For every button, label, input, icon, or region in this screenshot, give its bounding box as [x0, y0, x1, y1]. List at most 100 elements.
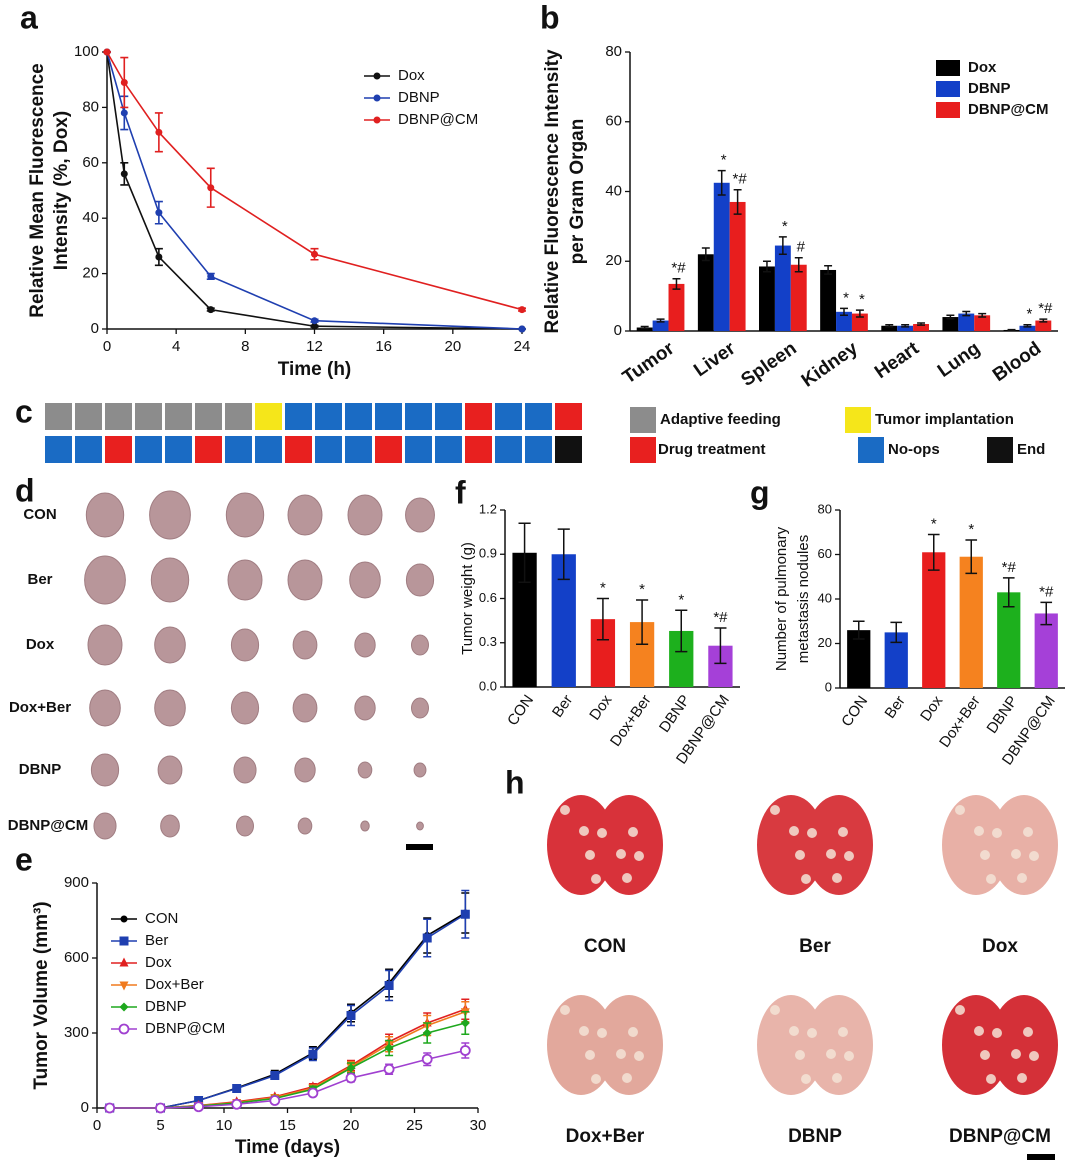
x-tick-label: Dox+Ber: [607, 692, 655, 750]
marker: [373, 72, 381, 80]
nodule: [974, 826, 984, 836]
y-tick-label: 0: [825, 679, 832, 694]
series-line: [106, 51, 523, 311]
x-tick-label: 15: [279, 1117, 296, 1134]
panel-label: g: [750, 474, 770, 510]
nodule: [986, 874, 996, 884]
error-bar: [518, 522, 531, 584]
tumor-photo: [157, 755, 183, 785]
bar: [697, 254, 714, 331]
y-axis-label: Relative Fluorescence Intensity: [542, 49, 563, 333]
marker: [155, 1102, 166, 1114]
group-label: CON: [23, 506, 56, 523]
error-bar: [852, 620, 865, 640]
bar: [847, 630, 871, 688]
nodule: [826, 849, 836, 859]
nodule: [770, 1005, 780, 1015]
x-tick-label: 20: [343, 1117, 360, 1134]
timeline-cell: [225, 436, 252, 463]
x-tick-label: 0: [93, 1117, 101, 1134]
tumor-photo: [154, 689, 186, 727]
timeline-cell: [525, 403, 552, 430]
tumor-photo: [89, 689, 121, 727]
significance: *#: [733, 171, 748, 188]
significance: *: [721, 152, 727, 169]
nodule: [591, 1074, 601, 1084]
nodule: [628, 1027, 638, 1037]
tumor-photo: [150, 557, 190, 603]
scale-bar: [1027, 1154, 1055, 1160]
bar: [759, 266, 775, 331]
significance: *: [600, 579, 606, 596]
legend-label: Dox: [398, 67, 425, 84]
marker: [120, 915, 128, 923]
error-bar: [762, 260, 771, 273]
y-tick-label: 0: [91, 320, 99, 337]
nodule: [789, 826, 799, 836]
tumor-photo: [236, 815, 254, 837]
error-bar: [927, 533, 940, 571]
bar: [851, 313, 868, 331]
y-tick-label: 20: [605, 252, 622, 269]
marker: [207, 184, 215, 192]
timeline-cell: [405, 436, 432, 463]
nodule: [579, 826, 589, 836]
bar: [959, 556, 983, 688]
nodule: [980, 850, 990, 860]
y-tick-label: 60: [818, 546, 832, 561]
bar: [997, 592, 1021, 688]
y-tick-label: 900: [64, 874, 89, 891]
y-axis-label: metastasis nodules: [795, 535, 812, 663]
marker: [518, 325, 526, 333]
legend-swatch: [936, 60, 960, 76]
tumor-photo: [405, 563, 435, 597]
y-tick-label: 80: [605, 43, 622, 60]
timeline-cell: [195, 403, 222, 430]
legend-label: DBNP: [968, 80, 1011, 97]
y-axis-label: Number of pulmonary: [773, 526, 790, 671]
y-tick-label: 0: [81, 1099, 89, 1116]
significance: *#: [713, 609, 728, 626]
x-tick-label: 8: [241, 338, 249, 355]
nodule: [992, 1028, 1002, 1038]
timeline-cell: [525, 436, 552, 463]
error-bar: [885, 323, 894, 328]
tumor-photo: [354, 695, 376, 721]
error-bar: [714, 627, 727, 665]
nodule: [801, 874, 811, 884]
lung-photo: [595, 795, 663, 895]
bar: [922, 552, 946, 688]
marker: [311, 250, 318, 258]
y-tick-label: 600: [64, 949, 89, 966]
group-label: Dox+Ber: [566, 1126, 645, 1147]
marker: [346, 1011, 356, 1020]
marker: [308, 1049, 318, 1059]
tumor-photo: [411, 697, 429, 719]
significance: *#: [671, 260, 686, 277]
legend-label: DBNP@CM: [968, 101, 1048, 118]
tumor-photo: [87, 624, 123, 666]
marker: [460, 909, 470, 919]
bar: [881, 325, 898, 331]
y-tick-label: 0.3: [479, 634, 497, 649]
tumor-photo: [227, 559, 263, 601]
marker: [373, 116, 381, 124]
legend-label: Ber: [145, 932, 168, 949]
lung-photo: [595, 995, 663, 1095]
bar: [1035, 320, 1052, 331]
timeline-cell: [135, 436, 162, 463]
marker: [518, 306, 526, 314]
nodule: [597, 1028, 607, 1038]
nodule: [1023, 1027, 1033, 1037]
x-tick-label: Spleen: [738, 338, 801, 391]
panel-label: d: [15, 472, 35, 508]
marker: [311, 317, 318, 325]
tumor-photo: [85, 492, 125, 538]
marker: [421, 1053, 433, 1065]
nodule: [832, 873, 842, 883]
lung-photo: [990, 795, 1058, 895]
y-tick-label: 0: [614, 322, 622, 339]
marker: [232, 1084, 242, 1093]
nodule: [585, 1050, 595, 1060]
x-tick-label: 5: [156, 1117, 164, 1134]
